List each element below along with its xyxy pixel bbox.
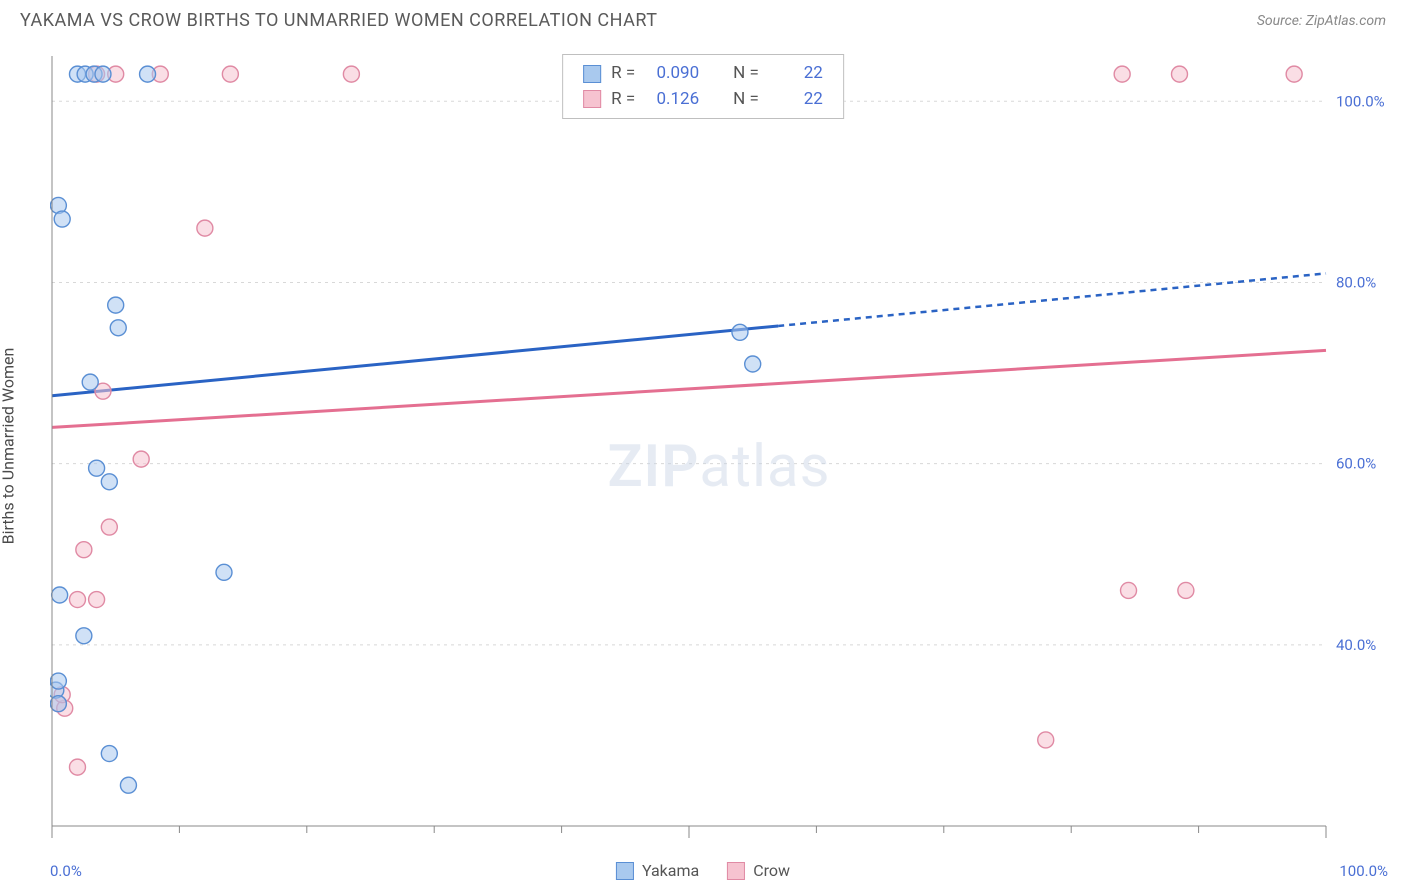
svg-text:60.0%: 60.0% [1336, 455, 1376, 473]
chart-container: 40.0% 60.0% 80.0% 100.0% ZIPatlas [50, 48, 1388, 844]
legend-label-series2: Crow [753, 861, 790, 880]
swatch-series1 [583, 65, 601, 83]
stats-row-series2: R = 0.126 N = 22 [583, 87, 823, 113]
legend-item-series2: Crow [727, 861, 790, 880]
stat-n-series1: 22 [769, 61, 823, 87]
stat-label-n: N = [733, 61, 759, 87]
stat-label-r: R = [611, 61, 635, 87]
swatch-series2 [727, 862, 745, 880]
stat-n-series2: 22 [769, 87, 823, 113]
x-axis-max-label: 100.0% [1339, 862, 1388, 880]
scatter-chart: 40.0% 60.0% 80.0% 100.0% ZIPatlas [50, 48, 1388, 844]
x-axis-min-label: 0.0% [50, 862, 82, 880]
stats-row-series1: R = 0.090 N = 22 [583, 61, 823, 87]
stat-r-series1: 0.090 [645, 61, 699, 87]
source-attribution: Source: ZipAtlas.com [1257, 13, 1386, 29]
svg-text:ZIPatlas: ZIPatlas [607, 433, 830, 501]
swatch-series2 [583, 90, 601, 108]
stat-label-r: R = [611, 87, 635, 113]
svg-text:40.0%: 40.0% [1336, 636, 1376, 654]
legend-label-series1: Yakama [642, 861, 699, 880]
y-axis-label: Births to Unmarried Women [0, 348, 18, 545]
legend-item-series1: Yakama [616, 861, 699, 880]
page-title: YAKAMA VS CROW BIRTHS TO UNMARRIED WOMEN… [20, 10, 658, 31]
stat-r-series2: 0.126 [645, 87, 699, 113]
swatch-series1 [616, 862, 634, 880]
stat-label-n: N = [733, 87, 759, 113]
svg-text:100.0%: 100.0% [1336, 92, 1385, 110]
svg-text:80.0%: 80.0% [1336, 273, 1376, 291]
legend-bottom: Yakama Crow [616, 861, 790, 880]
correlation-stats-box: R = 0.090 N = 22 R = 0.126 N = 22 [562, 54, 844, 119]
